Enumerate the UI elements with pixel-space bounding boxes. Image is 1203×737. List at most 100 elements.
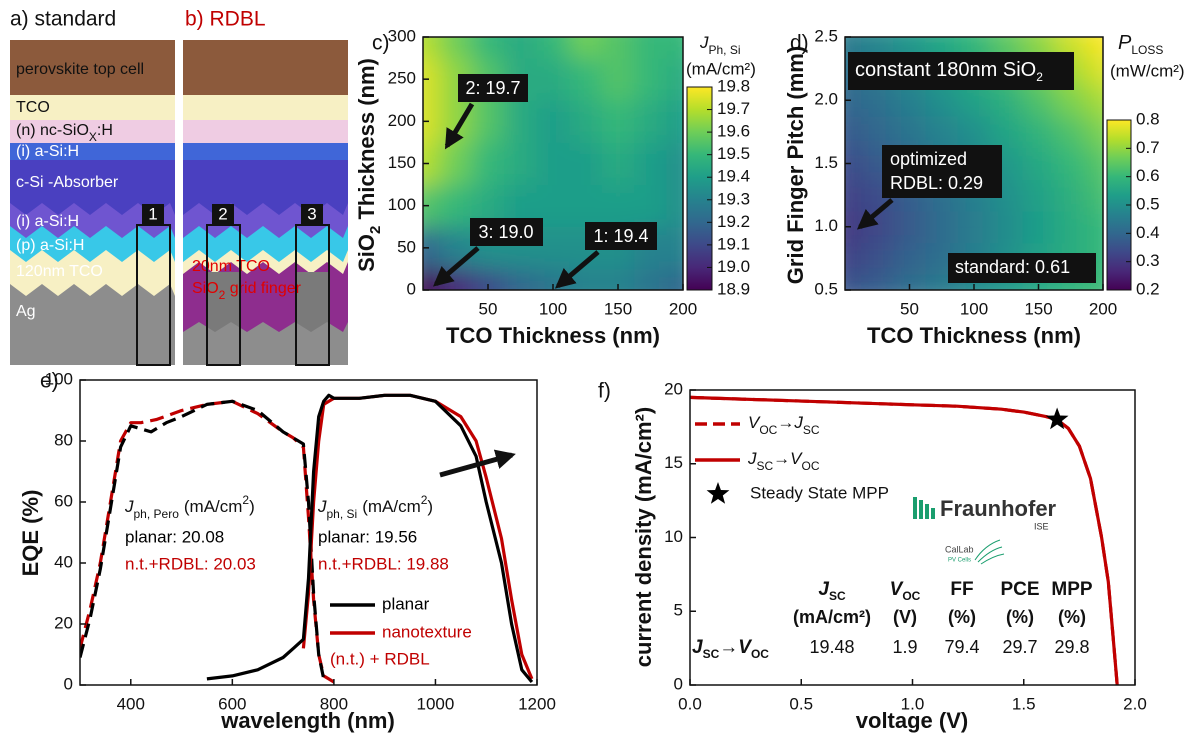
annotation-arrow [856,198,894,230]
heatmap-cell [423,37,440,59]
colorbar-tick-label: 19.8 [717,76,750,95]
heatmap-cell [471,142,505,186]
text-part: grid finger [225,280,301,297]
heatmap-cell [504,37,538,59]
x-tick-label: 100 [539,299,567,318]
layer [10,284,175,365]
layer [10,120,175,143]
heatmap-cell [666,184,683,228]
text-part: → [777,413,794,432]
annotation: standard: 0.61 [955,257,1070,277]
symbol: J [699,33,709,52]
symbol: V [748,413,761,432]
layer-label: Ag [16,303,36,320]
logo-bar [913,497,917,519]
y-tick-label: 50 [397,237,416,256]
legend-label: nanotexture [382,622,472,641]
subscript: OC [759,423,777,437]
x-tick-label: 400 [117,694,145,713]
heatmap-cell [957,210,991,244]
annotation: n.t.+RDBL: 19.88 [318,554,449,573]
table-unit: (%) [1058,607,1086,627]
box-number: 3 [307,204,316,223]
data-line [80,399,326,680]
symbol: V [790,449,803,468]
panel-label: b) RDBL [185,8,266,31]
heatmap-cell [1054,37,1088,54]
annotation-heading: Jph, Pero (mA/cm2) [124,493,255,521]
table-header: VOC [890,579,921,603]
subscript: OC [751,647,769,661]
y-tick-label: 0 [407,279,416,298]
table-header: MPP [1051,579,1093,600]
heatmap-cell [1054,116,1088,149]
text-part: ) [427,497,433,516]
symbol: J [692,637,703,658]
colorbar-title: JPh, Si [699,33,741,57]
box-number: 1 [148,204,157,223]
x-tick-label: 600 [218,694,246,713]
colorbar-tick-label: 19.0 [717,257,750,276]
layer [183,120,348,143]
colorbar-tick-label: 19.1 [717,234,750,253]
fraunhofer-logo [913,497,935,519]
colorbar-tick-label: 19.7 [717,99,750,118]
legend-label: JSC→VOC [747,449,820,473]
heatmap-cell [1086,179,1103,212]
subscript: OC [902,589,920,603]
annotation: n.t.+RDBL: 20.03 [125,554,256,573]
heatmap-cell [845,84,862,117]
heatmap-cell [666,268,683,290]
y-tick-label: 80 [54,430,73,449]
annotation-arrow [554,250,600,289]
table-header: PCE [1000,579,1039,600]
heatmap-cell [957,116,991,149]
text-part: → [773,449,790,468]
layer-label: (n) nc-SiOX:H [16,122,113,144]
text-part: :H [97,122,113,139]
box-badge [142,204,164,225]
table-cell: 1.9 [892,637,917,657]
table-cell: 19.48 [809,637,854,657]
table-unit: (%) [1006,607,1034,627]
subscript: Ph, Si [709,43,741,57]
y-tick-label: 300 [388,26,416,45]
heatmap-cell [893,274,927,290]
heatmap-cell [845,179,862,212]
heatmap-cell [845,274,862,290]
superscript: 2 [421,493,428,507]
annotation: optimized [890,149,967,169]
heatmap-cell [601,100,635,143]
heatmap-cell [1054,147,1088,180]
heatmap-cell [439,142,473,186]
colorbar-tick-label: 0.4 [1136,223,1160,242]
text-part: SiO [354,234,379,272]
colorbar-tick-label: 19.5 [717,144,750,163]
rdbl-label: SiO2 grid finger [192,280,302,302]
x-tick-label: 150 [604,299,632,318]
heatmap-cell [634,268,668,290]
x-tick-label: 1.5 [1012,694,1036,713]
colorbar-tick-label: 19.6 [717,122,750,141]
box-number: 2 [218,204,227,223]
y-tick-label: 200 [388,111,416,130]
colorbar-tick-label: 18.9 [717,279,750,298]
heatmap-cell [666,100,683,143]
table-row-label: JSC→VOC [692,637,769,661]
heatmap-cell [957,37,991,54]
annotation-box [458,74,528,102]
text-part: (mA/cm [184,497,243,516]
x-tick-label: 50 [479,299,498,318]
layer-label: TCO [16,99,50,116]
table-unit: (V) [893,607,917,627]
text-part: (mA/cm [362,497,421,516]
logo-arc [974,539,1001,561]
x-tick-label: 200 [1089,299,1117,318]
box-badge [212,204,234,225]
layer [183,143,348,160]
heatmap [423,37,683,290]
x-tick-label: 0.0 [678,694,702,713]
table-cell: 29.8 [1054,637,1089,657]
layer-label: perovskite top cell [16,61,144,78]
y-tick-label: 100 [388,195,416,214]
